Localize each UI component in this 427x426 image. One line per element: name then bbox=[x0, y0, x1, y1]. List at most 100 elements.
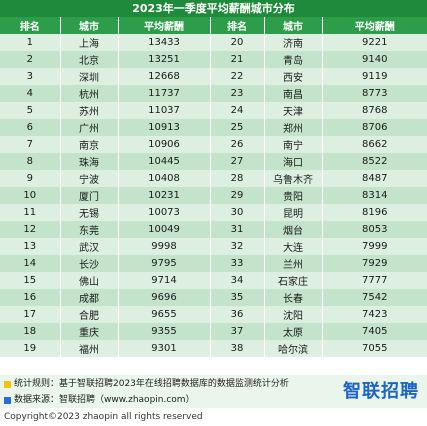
rank-cell: 32 bbox=[210, 238, 265, 255]
header-rank: 排名 bbox=[0, 17, 61, 34]
salary-cell: 9301 bbox=[118, 340, 211, 357]
city-cell: 郑州 bbox=[264, 119, 323, 136]
salary-cell: 8773 bbox=[322, 85, 427, 102]
salary-cell: 9221 bbox=[322, 34, 427, 51]
table-body: 1 上海 13433 20 济南 9221 2 北京 13251 21 青岛 9140 3 深圳 12668… bbox=[0, 34, 427, 357]
rank-cell: 33 bbox=[210, 255, 265, 272]
salary-cell: 8662 bbox=[322, 136, 427, 153]
table-row: 9 宁波 10408 28 乌鲁木齐 8487 bbox=[0, 170, 427, 187]
salary-cell: 7055 bbox=[322, 340, 427, 357]
rank-cell: 3 bbox=[0, 68, 61, 85]
city-cell: 北京 bbox=[60, 51, 119, 68]
city-cell: 重庆 bbox=[60, 323, 119, 340]
table-row: 6 广州 10913 25 郑州 8706 bbox=[0, 119, 427, 136]
zhaopin-logo: 智联招聘 bbox=[343, 381, 419, 402]
rank-cell: 14 bbox=[0, 255, 61, 272]
salary-cell: 9714 bbox=[118, 272, 211, 289]
city-cell: 佛山 bbox=[60, 272, 119, 289]
salary-cell: 10049 bbox=[118, 221, 211, 238]
rank-cell: 31 bbox=[210, 221, 265, 238]
square-bullet-icon bbox=[4, 380, 11, 388]
statistics-rule-line: 统计规则：基于智联招聘2023年在线招聘数据库的数据监测统计分析 bbox=[0, 375, 427, 393]
rank-cell: 16 bbox=[0, 289, 61, 306]
city-cell: 南宁 bbox=[264, 136, 323, 153]
copyright-text: Copyright©2023 zhaopin all rights reserv… bbox=[4, 412, 203, 422]
city-cell: 兰州 bbox=[264, 255, 323, 272]
report-title: 2023年一季度平均薪酬城市分布 bbox=[0, 0, 427, 17]
rank-cell: 18 bbox=[0, 323, 61, 340]
rank-cell: 20 bbox=[210, 34, 265, 51]
city-cell: 南昌 bbox=[264, 85, 323, 102]
statistics-rule-text: 统计规则：基于智联招聘2023年在线招聘数据库的数据监测统计分析 bbox=[14, 379, 289, 389]
salary-cell: 10408 bbox=[118, 170, 211, 187]
city-cell: 深圳 bbox=[60, 68, 119, 85]
salary-cell: 9998 bbox=[118, 238, 211, 255]
table-header-row: 排名 城市 平均薪酬 排名 城市 平均薪酬 bbox=[0, 17, 427, 34]
city-cell: 合肥 bbox=[60, 306, 119, 323]
table-row: 4 杭州 11737 23 南昌 8773 bbox=[0, 85, 427, 102]
table-row: 19 福州 9301 38 哈尔滨 7055 bbox=[0, 340, 427, 357]
city-cell: 厦门 bbox=[60, 187, 119, 204]
table-row: 10 厦门 10231 29 贵阳 8314 bbox=[0, 187, 427, 204]
salary-cell: 10073 bbox=[118, 204, 211, 221]
city-cell: 福州 bbox=[60, 340, 119, 357]
salary-cell: 7423 bbox=[322, 306, 427, 323]
city-cell: 乌鲁木齐 bbox=[264, 170, 323, 187]
city-cell: 武汉 bbox=[60, 238, 119, 255]
salary-cell: 13433 bbox=[118, 34, 211, 51]
salary-cell: 10906 bbox=[118, 136, 211, 153]
city-cell: 西安 bbox=[264, 68, 323, 85]
salary-cell: 7999 bbox=[322, 238, 427, 255]
table-row: 13 武汉 9998 32 大连 7999 bbox=[0, 238, 427, 255]
city-cell: 青岛 bbox=[264, 51, 323, 68]
city-cell: 宁波 bbox=[60, 170, 119, 187]
rank-cell: 12 bbox=[0, 221, 61, 238]
city-cell: 沈阳 bbox=[264, 306, 323, 323]
rank-cell: 13 bbox=[0, 238, 61, 255]
table-row: 8 珠海 10445 27 海口 8522 bbox=[0, 153, 427, 170]
salary-cell: 8768 bbox=[322, 102, 427, 119]
table-row: 18 重庆 9355 37 太原 7405 bbox=[0, 323, 427, 340]
data-source-line: 数据来源：智联招聘（www.zhaopin.com） bbox=[0, 393, 427, 408]
salary-cell: 8522 bbox=[322, 153, 427, 170]
table-row: 14 长沙 9795 33 兰州 7929 bbox=[0, 255, 427, 272]
city-cell: 大连 bbox=[264, 238, 323, 255]
table-row: 16 成都 9696 35 长春 7542 bbox=[0, 289, 427, 306]
city-cell: 无锡 bbox=[60, 204, 119, 221]
salary-cell: 7405 bbox=[322, 323, 427, 340]
header-city: 城市 bbox=[264, 17, 323, 34]
salary-cell: 8706 bbox=[322, 119, 427, 136]
rank-cell: 37 bbox=[210, 323, 265, 340]
rank-cell: 7 bbox=[0, 136, 61, 153]
rank-cell: 30 bbox=[210, 204, 265, 221]
salary-cell: 10445 bbox=[118, 153, 211, 170]
table-row: 17 合肥 9655 36 沈阳 7423 bbox=[0, 306, 427, 323]
rank-cell: 5 bbox=[0, 102, 61, 119]
header-salary: 平均薪酬 bbox=[322, 17, 427, 34]
salary-cell: 8196 bbox=[322, 204, 427, 221]
city-cell: 昆明 bbox=[264, 204, 323, 221]
rank-cell: 8 bbox=[0, 153, 61, 170]
salary-cell: 8487 bbox=[322, 170, 427, 187]
salary-cell: 9655 bbox=[118, 306, 211, 323]
city-cell: 杭州 bbox=[60, 85, 119, 102]
salary-cell: 9119 bbox=[322, 68, 427, 85]
rank-cell: 26 bbox=[210, 136, 265, 153]
table-row: 7 南京 10906 26 南宁 8662 bbox=[0, 136, 427, 153]
salary-cell: 9140 bbox=[322, 51, 427, 68]
salary-cell: 9355 bbox=[118, 323, 211, 340]
rank-cell: 4 bbox=[0, 85, 61, 102]
rank-cell: 6 bbox=[0, 119, 61, 136]
salary-cell: 7542 bbox=[322, 289, 427, 306]
rank-cell: 28 bbox=[210, 170, 265, 187]
header-salary: 平均薪酬 bbox=[118, 17, 211, 34]
rank-cell: 35 bbox=[210, 289, 265, 306]
city-cell: 南京 bbox=[60, 136, 119, 153]
city-cell: 石家庄 bbox=[264, 272, 323, 289]
city-cell: 烟台 bbox=[264, 221, 323, 238]
rank-cell: 21 bbox=[210, 51, 265, 68]
city-cell: 长沙 bbox=[60, 255, 119, 272]
city-cell: 太原 bbox=[264, 323, 323, 340]
salary-cell: 11037 bbox=[118, 102, 211, 119]
